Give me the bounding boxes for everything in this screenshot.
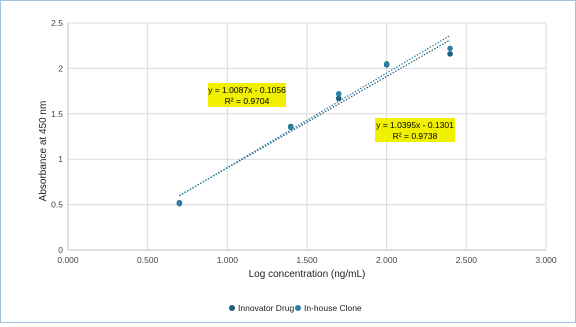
y-tick-label: 2.5 bbox=[51, 18, 63, 28]
trendline-innovator bbox=[179, 39, 451, 197]
x-tick-label: 0.000 bbox=[57, 255, 79, 265]
data-point-inhouse bbox=[383, 61, 390, 67]
legend: Innovator Drug In-house Clone bbox=[229, 303, 362, 313]
grid bbox=[68, 22, 547, 250]
data-points bbox=[176, 45, 453, 207]
y-tick-label: 0.5 bbox=[51, 200, 63, 210]
x-tick-label: 1.500 bbox=[296, 255, 318, 265]
data-point-inhouse bbox=[287, 124, 294, 131]
data-point-inhouse bbox=[335, 91, 342, 97]
legend-label-inhouse: In-house Clone bbox=[304, 303, 362, 313]
trendline-equation: y = 1.0087x - 0.1056 bbox=[208, 85, 286, 95]
x-tick-label: 2.000 bbox=[376, 255, 398, 265]
trendline-equation: y = 1.0395x - 0.1301 bbox=[376, 120, 454, 130]
tick-labels: 0 0.5 1 1.5 2 2.5 0.000 0.500 1.000 1.500 2.000 2.5… bbox=[51, 18, 557, 265]
data-point-inhouse bbox=[447, 45, 453, 52]
legend-marker-innovator bbox=[229, 305, 235, 311]
y-tick-label: 2 bbox=[58, 63, 63, 73]
trendlines bbox=[179, 34, 451, 197]
x-axis-label: Log concentration (ng/mL) bbox=[249, 269, 366, 280]
trendline-label-inhouse: y = 1.0395x - 0.1301 R² = 0.9738 bbox=[375, 118, 455, 142]
chart: 0 0.5 1 1.5 2 2.5 0.000 0.500 1.000 1.500 2.000 2.5… bbox=[38, 18, 557, 313]
trendline-r2: R² = 0.9738 bbox=[393, 131, 438, 141]
x-tick-label: 3.000 bbox=[535, 255, 557, 265]
y-tick-label: 1 bbox=[58, 154, 63, 164]
y-tick-label: 0 bbox=[58, 245, 63, 255]
y-tick-label: 1.5 bbox=[51, 109, 63, 119]
data-point-innovator bbox=[447, 51, 453, 57]
trendline-r2: R² = 0.9704 bbox=[225, 96, 270, 106]
x-tick-label: 1.000 bbox=[217, 255, 239, 265]
trendline-label-innovator: y = 1.0087x - 0.1056 R² = 0.9704 bbox=[208, 83, 286, 107]
y-axis-label: Absorbance at 450 nm bbox=[38, 101, 49, 202]
legend-marker-inhouse bbox=[295, 305, 301, 311]
data-point-inhouse bbox=[176, 200, 183, 207]
trendline-label-box bbox=[208, 83, 286, 107]
legend-label-innovator: Innovator Drug bbox=[238, 303, 294, 313]
axes bbox=[67, 23, 546, 251]
x-tick-label: 2.500 bbox=[456, 255, 478, 265]
trendline-inhouse bbox=[179, 34, 451, 197]
trendline-label-box bbox=[375, 118, 455, 142]
x-tick-label: 0.500 bbox=[137, 255, 159, 265]
data-point-innovator bbox=[335, 95, 342, 102]
